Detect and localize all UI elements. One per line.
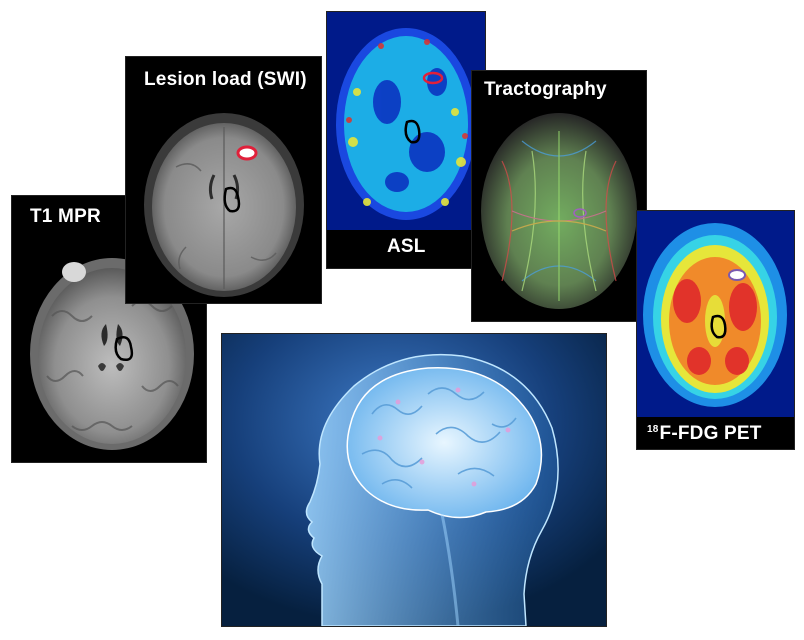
pet-label: 18F-FDG PET xyxy=(647,423,762,445)
brain-head-illustration xyxy=(222,334,606,626)
tractography-label: Tractography xyxy=(484,79,607,100)
pet-label-main: F-FDG PET xyxy=(659,423,762,444)
brain-head-illustration-panel xyxy=(222,334,606,626)
t1-mpr-label: T1 MPR xyxy=(30,206,101,227)
asl-perfusion-image xyxy=(327,12,485,230)
t1-mpr-brain-image xyxy=(30,258,194,450)
asl-panel: ASL xyxy=(327,12,485,268)
tractography-panel: Tractography xyxy=(472,71,646,321)
swi-label: Lesion load (SWI) xyxy=(144,69,307,90)
tractography-image xyxy=(481,113,637,309)
pet-label-superscript: 18 xyxy=(647,424,659,435)
pet-image xyxy=(637,211,794,417)
swi-brain-image xyxy=(144,113,304,297)
swi-lesion-panel: Lesion load (SWI) xyxy=(126,57,321,303)
fdg-pet-panel: 18F-FDG PET xyxy=(637,211,794,449)
asl-label: ASL xyxy=(387,236,426,257)
